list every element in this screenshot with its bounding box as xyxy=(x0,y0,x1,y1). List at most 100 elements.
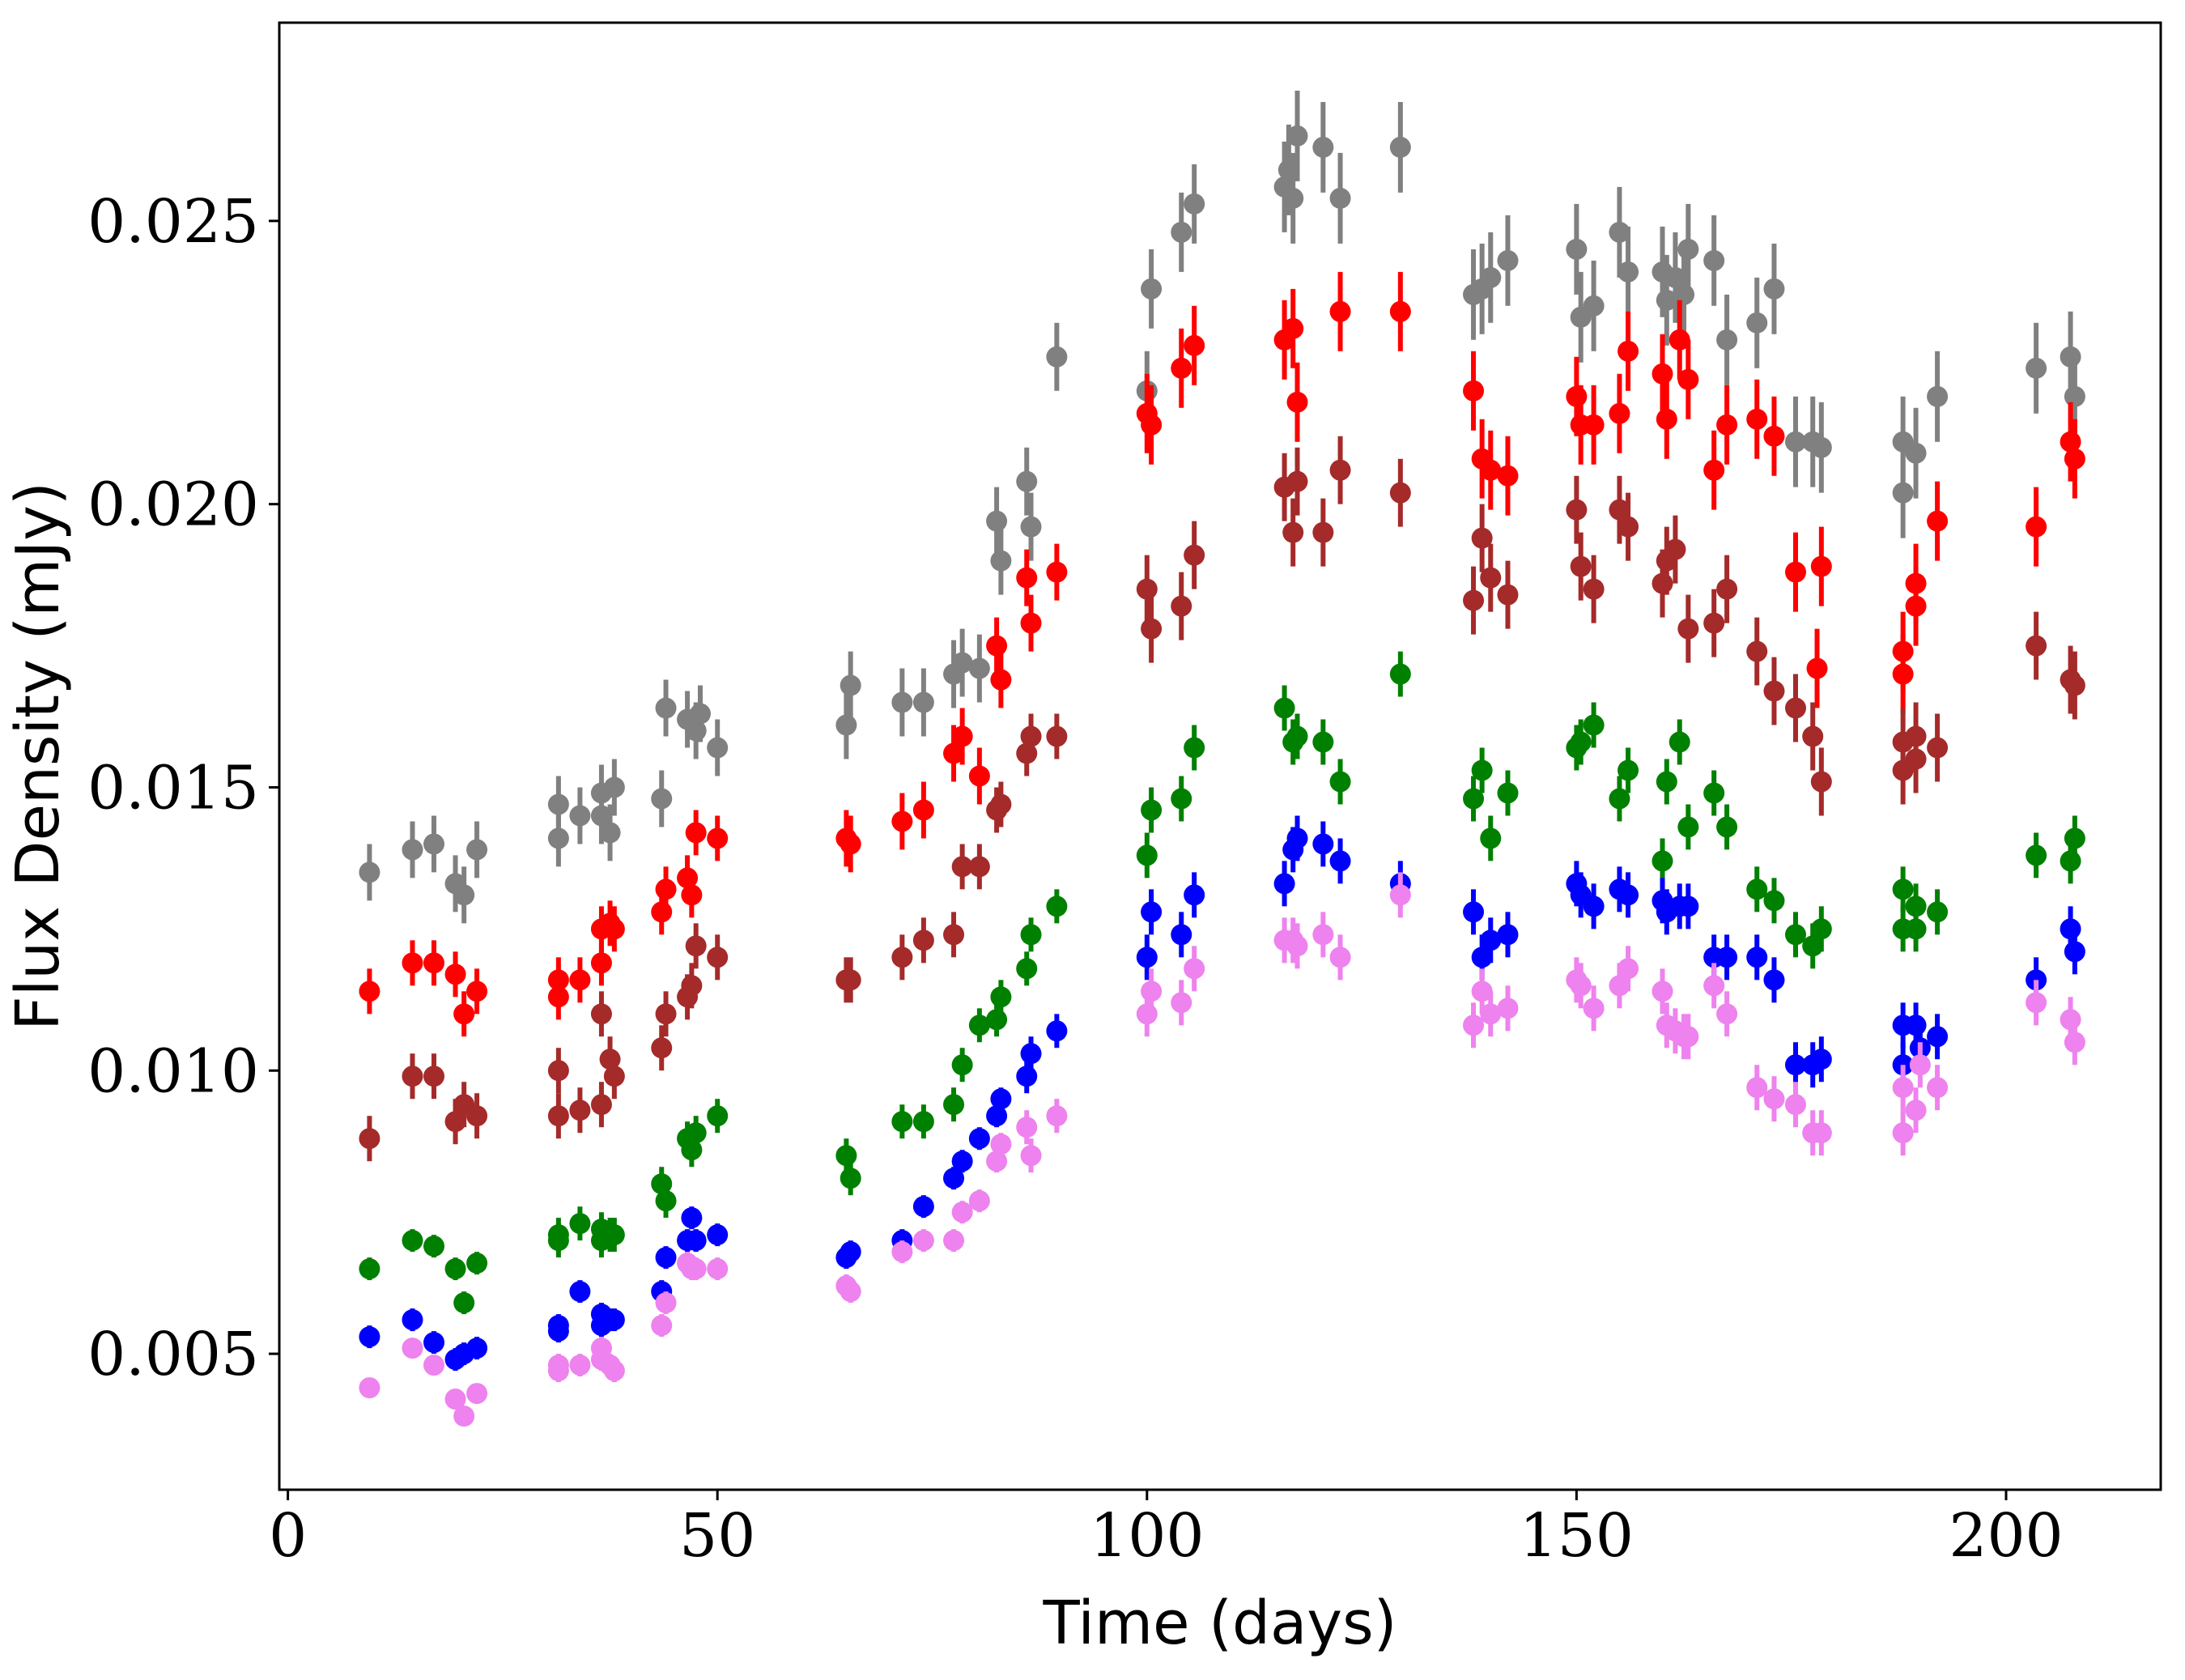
data-point xyxy=(1656,408,1677,430)
data-point xyxy=(1141,980,1163,1002)
data-point xyxy=(1480,266,1502,288)
data-point xyxy=(2060,1009,2081,1031)
data-point xyxy=(453,1406,475,1427)
data-point xyxy=(1746,1077,1768,1099)
data-point xyxy=(2064,385,2085,407)
data-point xyxy=(1312,924,1334,946)
data-point xyxy=(655,1190,677,1212)
x-tick-label: 200 xyxy=(1949,1501,2063,1571)
data-point xyxy=(1677,816,1699,838)
data-point xyxy=(1677,618,1699,640)
data-point xyxy=(1746,408,1768,430)
data-point xyxy=(1784,561,1806,583)
data-point xyxy=(655,1003,677,1025)
data-point xyxy=(1583,295,1605,317)
data-point xyxy=(707,827,729,849)
data-point xyxy=(707,1105,729,1127)
data-point xyxy=(1892,878,1914,900)
data-point xyxy=(685,1230,707,1252)
y-tick-label: 0.015 xyxy=(87,753,259,823)
y-tick-label: 0.010 xyxy=(87,1036,259,1106)
series-gray xyxy=(359,90,2085,924)
data-point xyxy=(986,510,1008,532)
data-point xyxy=(707,1258,729,1280)
data-point xyxy=(569,1213,591,1235)
data-point xyxy=(1810,918,1832,940)
data-point xyxy=(1784,924,1806,946)
series-brown xyxy=(359,436,2085,1162)
data-point xyxy=(990,986,1012,1008)
data-point xyxy=(912,1111,934,1133)
data-point xyxy=(1046,1105,1068,1127)
data-point xyxy=(603,918,625,940)
data-point xyxy=(1184,958,1205,980)
data-point xyxy=(603,1360,625,1382)
data-point xyxy=(1329,300,1351,322)
data-point xyxy=(943,1094,965,1116)
data-point xyxy=(1463,589,1485,611)
x-axis-ticks: 0 50 100 150 200 xyxy=(269,1490,2064,1571)
data-point xyxy=(1905,595,1927,617)
data-point xyxy=(1497,924,1519,946)
data-point xyxy=(1046,346,1068,368)
data-point xyxy=(2064,674,2085,696)
data-point xyxy=(1016,958,1038,980)
data-point xyxy=(1016,1065,1038,1087)
data-point xyxy=(1171,595,1192,617)
data-point xyxy=(1020,1043,1042,1065)
data-point xyxy=(2064,1031,2085,1053)
data-point xyxy=(547,1321,569,1342)
data-point xyxy=(1784,431,1806,453)
data-point xyxy=(453,1292,475,1314)
data-point xyxy=(912,1230,934,1252)
data-point xyxy=(1583,578,1605,600)
x-tick-label: 100 xyxy=(1090,1501,1204,1571)
data-point xyxy=(1463,788,1485,810)
data-point xyxy=(359,1377,380,1399)
data-point xyxy=(1664,266,1686,288)
data-point xyxy=(2060,850,2081,872)
data-point xyxy=(423,1236,445,1257)
data-point xyxy=(1497,997,1519,1019)
data-point xyxy=(423,1355,445,1376)
series-violet xyxy=(359,872,2085,1427)
data-point xyxy=(1480,459,1502,481)
data-point xyxy=(1652,572,1673,594)
data-point xyxy=(1746,640,1768,662)
data-point xyxy=(1703,459,1725,481)
data-point xyxy=(986,1009,1008,1031)
x-tick-label: 0 xyxy=(269,1501,307,1571)
data-point xyxy=(1617,340,1639,362)
data-point xyxy=(1927,737,1949,759)
data-point xyxy=(603,1224,625,1246)
data-point xyxy=(547,1230,569,1252)
data-point xyxy=(986,635,1008,657)
data-point xyxy=(590,952,612,974)
data-point xyxy=(444,963,466,985)
data-point xyxy=(1471,946,1493,968)
data-point xyxy=(1020,1145,1042,1167)
data-point xyxy=(2060,918,2081,940)
data-point xyxy=(359,980,380,1002)
data-point xyxy=(1784,1094,1806,1116)
data-point xyxy=(569,805,591,827)
data-point xyxy=(1329,850,1351,872)
data-point xyxy=(1141,799,1163,821)
data-point xyxy=(835,714,857,736)
data-point xyxy=(1463,901,1485,923)
data-point xyxy=(1763,1088,1785,1110)
data-point xyxy=(466,980,488,1002)
data-point xyxy=(1703,782,1725,804)
data-point xyxy=(1669,731,1690,753)
data-point xyxy=(968,1190,990,1212)
data-point xyxy=(1329,459,1351,481)
data-point xyxy=(569,969,591,991)
data-point xyxy=(402,1309,423,1331)
data-point xyxy=(968,657,990,679)
data-point xyxy=(444,1111,466,1133)
data-point xyxy=(1046,1020,1068,1042)
data-point xyxy=(590,1003,612,1025)
data-point xyxy=(990,1133,1012,1155)
data-point xyxy=(1141,278,1163,300)
data-point xyxy=(1136,946,1158,968)
